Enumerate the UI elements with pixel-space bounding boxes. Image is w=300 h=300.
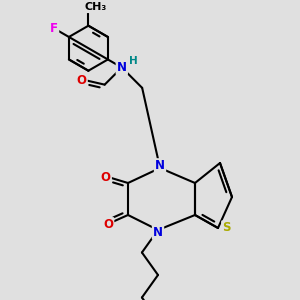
Text: CH₃: CH₃ <box>84 2 106 12</box>
Text: F: F <box>50 22 58 35</box>
Text: O: O <box>101 171 111 184</box>
Text: H: H <box>129 56 138 66</box>
Text: N: N <box>117 61 127 74</box>
Text: O: O <box>103 218 113 231</box>
Text: O: O <box>76 74 87 87</box>
Text: N: N <box>153 226 163 238</box>
Text: N: N <box>155 159 165 172</box>
Text: S: S <box>222 221 231 235</box>
